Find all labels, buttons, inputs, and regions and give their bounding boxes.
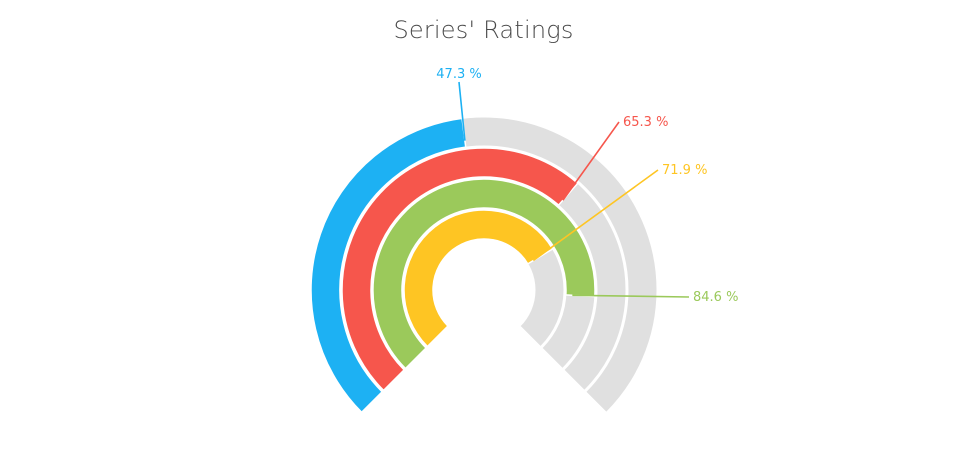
value-label-3: 71.9 % <box>662 163 707 178</box>
gauge-bar-3[interactable] <box>403 209 554 348</box>
value-label-1: 65.3 % <box>623 115 668 130</box>
chart-title: Series' Ratings <box>393 16 574 44</box>
leader-line-3 <box>532 169 659 262</box>
leader-line-1 <box>562 121 620 201</box>
value-label-0: 47.3 % <box>436 67 481 82</box>
leader-line-2 <box>572 294 690 298</box>
gauge-bar-1[interactable] <box>341 147 579 392</box>
gauge-bar-0[interactable] <box>310 117 467 414</box>
gauge-bar-2[interactable] <box>372 178 596 370</box>
value-label-2: 84.6 % <box>693 290 738 305</box>
leader-line-0 <box>458 81 466 141</box>
